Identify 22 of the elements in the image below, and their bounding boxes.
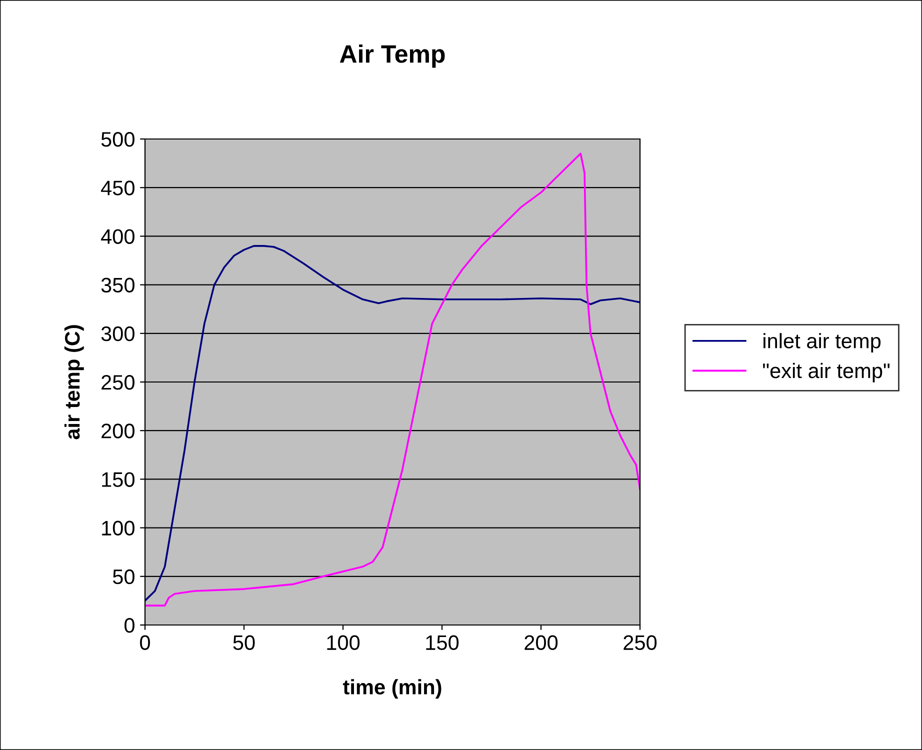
y-tick-label: 300 bbox=[101, 326, 134, 342]
y-tick-label: 250 bbox=[102, 375, 134, 390]
y-tick-label: 450 bbox=[101, 180, 134, 196]
y-tick-label: 100 bbox=[102, 520, 134, 536]
x-tick-label: 200 bbox=[524, 635, 558, 650]
y-tick-label: 350 bbox=[101, 278, 134, 293]
x-tick-label: 250 bbox=[624, 635, 657, 650]
x-tick-label: 150 bbox=[426, 635, 459, 650]
y-tick-label: 150 bbox=[102, 472, 134, 487]
y-tick-label: 500 bbox=[101, 132, 134, 147]
x-tick-label: 50 bbox=[233, 635, 255, 650]
legend-label: inlet air temp bbox=[764, 333, 881, 352]
legend-label: "exit air temp" bbox=[763, 362, 890, 382]
y-tick-label: 50 bbox=[112, 569, 134, 584]
x-tick-label: 0 bbox=[140, 635, 150, 650]
y-tick-label: 200 bbox=[102, 424, 134, 438]
y-axis-title: air temp (C) bbox=[64, 325, 84, 440]
x-axis-title: time (min) bbox=[342, 679, 442, 699]
x-tick-label: 100 bbox=[327, 635, 360, 650]
chart-title: Air Temp bbox=[340, 44, 445, 68]
y-tick-label: 400 bbox=[101, 229, 134, 244]
y-tick-label: 0 bbox=[124, 618, 134, 633]
